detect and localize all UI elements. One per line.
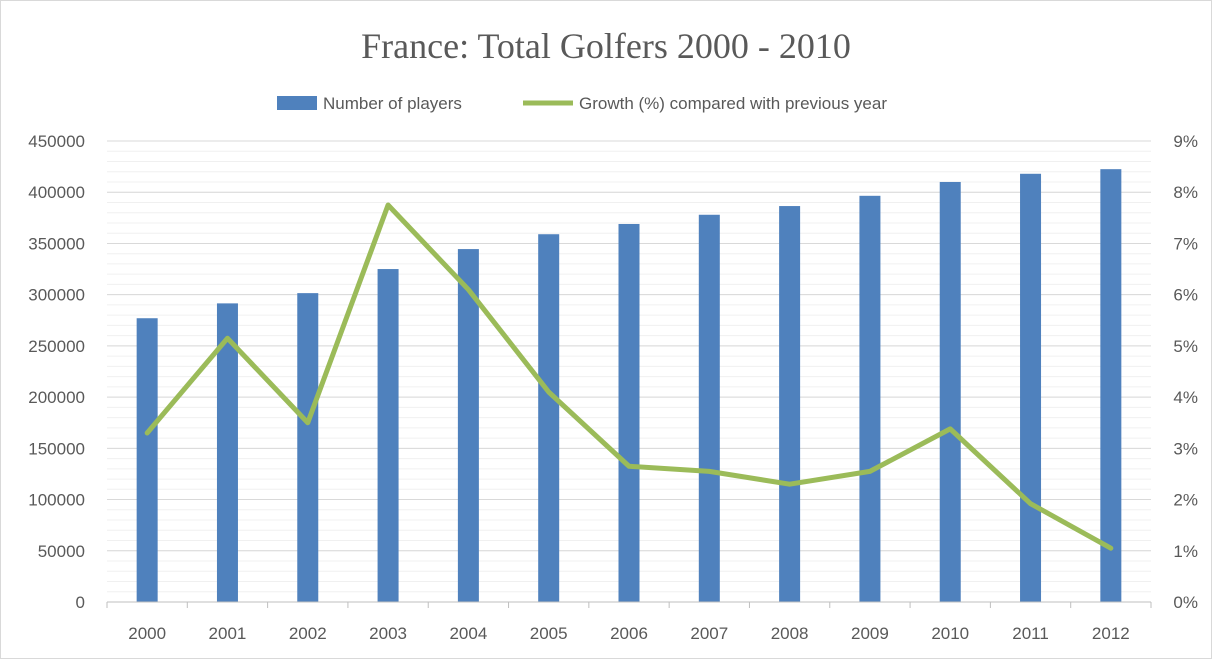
y-left-tick-label: 200000 [28, 388, 85, 407]
x-tick-label: 2000 [128, 624, 166, 643]
x-tick-label: 2008 [771, 624, 809, 643]
y-right-tick-label: 0% [1173, 593, 1198, 612]
bar [779, 206, 800, 602]
y-left-tick-label: 50000 [38, 542, 85, 561]
bar [137, 318, 158, 602]
chart-title: France: Total Golfers 2000 - 2010 [361, 26, 851, 66]
x-tick-label: 2006 [610, 624, 648, 643]
legend-swatch-players [277, 96, 317, 110]
bar [538, 234, 559, 602]
bar [1020, 174, 1041, 602]
y-left-tick-label: 300000 [28, 286, 85, 305]
legend: Number of players Growth (%) compared wi… [277, 94, 887, 113]
y-right-tick-label: 6% [1173, 286, 1198, 305]
y-left-tick-label: 400000 [28, 183, 85, 202]
legend-label-growth: Growth (%) compared with previous year [579, 94, 887, 113]
x-tick-label: 2011 [1012, 624, 1049, 643]
bar [378, 269, 399, 602]
x-tick-label: 2005 [530, 624, 568, 643]
y-left-tick-label: 250000 [28, 337, 85, 356]
y-left-tick-label: 350000 [28, 234, 85, 253]
y-left-tick-label: 150000 [28, 439, 85, 458]
y-right-tick-label: 9% [1173, 132, 1198, 151]
bar [1100, 169, 1121, 602]
bar [940, 182, 961, 602]
y-right-tick-label: 4% [1173, 388, 1198, 407]
y-right-tick-label: 3% [1173, 439, 1198, 458]
y-right-tick-label: 7% [1173, 234, 1198, 253]
bar [297, 293, 318, 602]
y-right-tick-label: 5% [1173, 337, 1198, 356]
y-left-tick-label: 100000 [28, 491, 85, 510]
x-tick-label: 2010 [931, 624, 969, 643]
x-tick-label: 2001 [209, 624, 247, 643]
y-right-tick-label: 1% [1173, 542, 1198, 561]
bar [699, 215, 720, 602]
x-tick-label: 2003 [369, 624, 407, 643]
y-axis-left: 0 50000 100000 150000 200000 250000 300000 3500… [28, 132, 85, 612]
bar [619, 224, 640, 602]
y-right-tick-label: 2% [1173, 491, 1198, 510]
bar-series-players [137, 169, 1122, 602]
legend-label-players: Number of players [323, 94, 462, 113]
y-right-tick-label: 8% [1173, 183, 1198, 202]
bar [859, 196, 880, 602]
x-tick-label: 2002 [289, 624, 327, 643]
y-axis-right: 0% 1% 2% 3% 4% 5% 6% 7% 8% 9% [1173, 132, 1198, 612]
x-tick-label: 2012 [1092, 624, 1130, 643]
x-tick-label: 2009 [851, 624, 889, 643]
y-left-tick-label: 0 [76, 593, 85, 612]
x-tick-label: 2007 [690, 624, 728, 643]
y-left-tick-label: 450000 [28, 132, 85, 151]
x-tick-label: 2004 [449, 624, 487, 643]
x-axis: 2000 2001 2002 2003 2004 2005 2006 2007 2008 2009… [107, 602, 1151, 643]
